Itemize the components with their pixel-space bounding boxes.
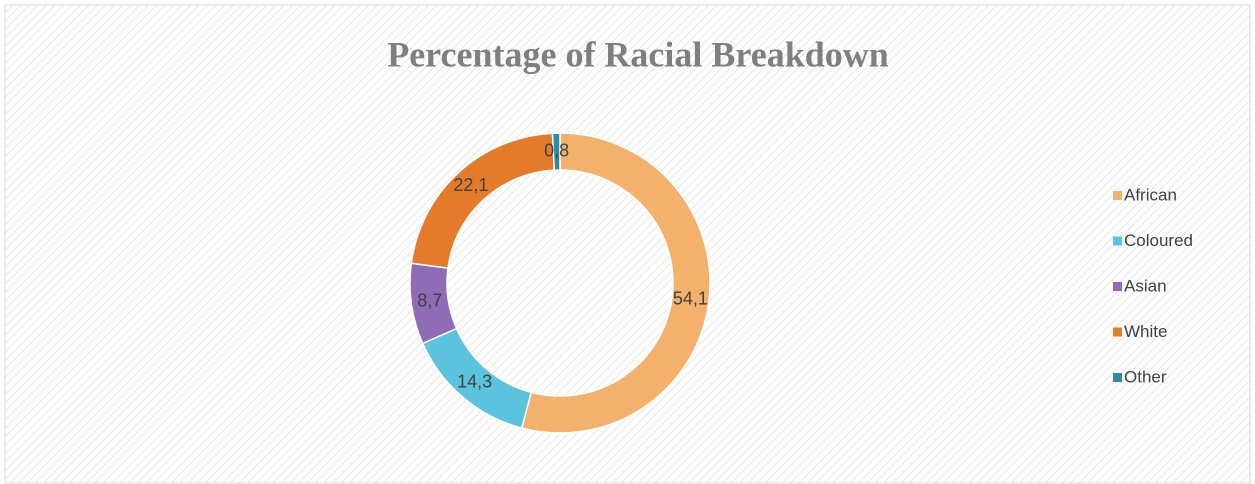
legend-label: African [1124,185,1177,204]
legend: African Coloured Asian White Other [1113,185,1193,386]
data-label: 14,3 [457,372,492,392]
legend-swatch [1113,236,1122,246]
legend-label: White [1124,322,1167,341]
legend-label: Asian [1124,276,1167,295]
data-label: 8,7 [417,290,442,310]
data-label: 0,8 [544,140,569,160]
plot-area: 54,1 14,3 8,7 22,1 0,8 [409,132,711,434]
chart-title: Percentage of Racial Breakdown [387,34,889,74]
data-label: 22,1 [453,175,488,195]
legend-swatch [1113,373,1122,382]
legend-swatch [1113,327,1122,337]
legend-swatch [1113,191,1122,200]
data-label: 54,1 [673,289,708,309]
legend-label: Coloured [1124,231,1193,250]
donut-segment [520,132,711,434]
legend-swatch [1113,282,1122,291]
legend-label: Other [1124,367,1167,386]
donut-segment [551,132,561,171]
